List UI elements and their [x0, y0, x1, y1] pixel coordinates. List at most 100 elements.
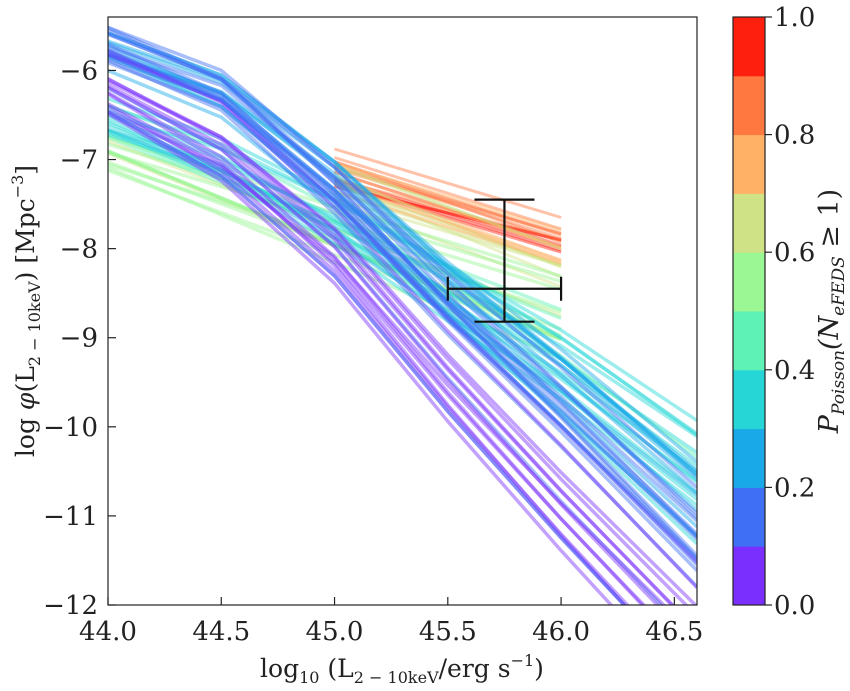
- model-curve: [108, 133, 562, 312]
- model-curve: [333, 164, 562, 249]
- model-curve: [108, 77, 689, 605]
- model-curve: [108, 31, 697, 478]
- model-curve: [334, 170, 562, 250]
- colorbar: 0.0 0.2 0.4 0.6 0.8 1.0: [732, 3, 815, 621]
- model-curve: [334, 182, 562, 254]
- model-curve: [108, 85, 660, 605]
- model-curve: [108, 109, 667, 605]
- y-tick-label: −7: [60, 146, 98, 176]
- model-curve: [108, 58, 697, 588]
- data-point-errorbar: [446, 198, 563, 323]
- model-curve: [334, 179, 562, 252]
- x-tick-label: 44.5: [192, 617, 250, 647]
- model-curve: [108, 103, 697, 459]
- colorbar-segment: [733, 193, 765, 253]
- model-curve: [108, 52, 697, 473]
- model-curve: [108, 48, 697, 589]
- model-curve: [108, 128, 697, 438]
- model-curve: [108, 135, 562, 278]
- model-curve: [334, 197, 562, 268]
- model-curves: [108, 25, 697, 605]
- y-tick-label: −11: [43, 502, 98, 532]
- model-curve: [108, 83, 675, 605]
- y-axis-label: log φ(L2 − 10keV) [Mpc−3]: [8, 165, 44, 457]
- model-curve: [108, 112, 614, 605]
- model-curve: [334, 170, 562, 248]
- model-curve: [108, 32, 697, 538]
- model-curve: [334, 161, 562, 232]
- model-curve: [108, 57, 697, 541]
- y-tick-label: −6: [60, 56, 98, 86]
- model-curve: [108, 108, 697, 484]
- model-curve: [108, 53, 697, 546]
- model-curve: [108, 129, 697, 473]
- model-curve: [108, 110, 627, 605]
- model-curve: [108, 48, 697, 572]
- model-curve: [108, 48, 697, 494]
- colorbar-segment: [733, 546, 765, 606]
- model-curve: [334, 160, 562, 244]
- model-curve: [108, 26, 697, 560]
- y-tick-label: −8: [60, 235, 98, 265]
- model-curve: [334, 183, 562, 262]
- colorbar-tick-label: 0.2: [774, 473, 815, 503]
- model-curve: [108, 80, 697, 605]
- model-curve: [334, 160, 562, 237]
- y-tick-label: −10: [43, 413, 98, 443]
- colorbar-tick-label: 0.0: [774, 591, 815, 621]
- colorbar-tick-label: 0.6: [774, 238, 815, 268]
- model-curve: [334, 190, 562, 267]
- model-curve: [108, 149, 562, 341]
- model-curve: [108, 60, 697, 560]
- model-curve: [108, 104, 630, 605]
- model-curve: [108, 142, 562, 284]
- model-curve: [334, 165, 562, 241]
- model-curve: [334, 147, 562, 219]
- model-curve: [108, 77, 675, 605]
- x-tick-label: 45.0: [306, 617, 364, 647]
- colorbar-frame: [732, 16, 766, 606]
- model-curve: [108, 31, 697, 476]
- model-curve: [108, 151, 562, 341]
- model-curve: [334, 167, 562, 236]
- model-curve: [108, 168, 562, 342]
- model-curve: [108, 86, 664, 605]
- model-curve: [108, 130, 697, 507]
- model-curve: [108, 104, 697, 436]
- x-axis-label: log10 (L2 − 10keV/erg s−1): [260, 651, 544, 687]
- model-curve: [333, 182, 562, 279]
- model-curve: [334, 183, 562, 242]
- colorbar-segment: [733, 369, 765, 430]
- model-curve: [108, 52, 697, 562]
- model-curve: [108, 42, 697, 567]
- model-curve: [108, 113, 697, 423]
- model-curve: [333, 180, 562, 266]
- y-tick-label: −9: [60, 324, 98, 354]
- model-curve: [108, 127, 697, 497]
- model-curve: [108, 53, 697, 480]
- colorbar-segment: [733, 428, 765, 488]
- model-curve: [108, 162, 562, 314]
- colorbar-segment: [733, 252, 765, 312]
- model-curve: [108, 39, 697, 464]
- model-curve: [333, 176, 562, 263]
- model-curve: [108, 150, 562, 338]
- model-curve: [334, 164, 562, 235]
- model-curve: [108, 32, 697, 489]
- colorbar-tick-label: 0.4: [774, 356, 815, 386]
- model-curve: [108, 28, 697, 557]
- colorbar-segment: [733, 134, 765, 194]
- colorbar-segment: [733, 487, 765, 547]
- model-curve: [333, 174, 562, 269]
- model-curve: [108, 53, 697, 564]
- model-curve: [108, 68, 697, 537]
- model-curve: [108, 139, 562, 318]
- model-curve: [108, 91, 645, 605]
- model-curve: [108, 110, 627, 605]
- colorbar-segment: [733, 17, 765, 77]
- model-curve: [108, 43, 697, 529]
- model-curve: [334, 189, 562, 265]
- x-tick-label: 46.0: [532, 617, 590, 647]
- model-curve: [108, 55, 697, 539]
